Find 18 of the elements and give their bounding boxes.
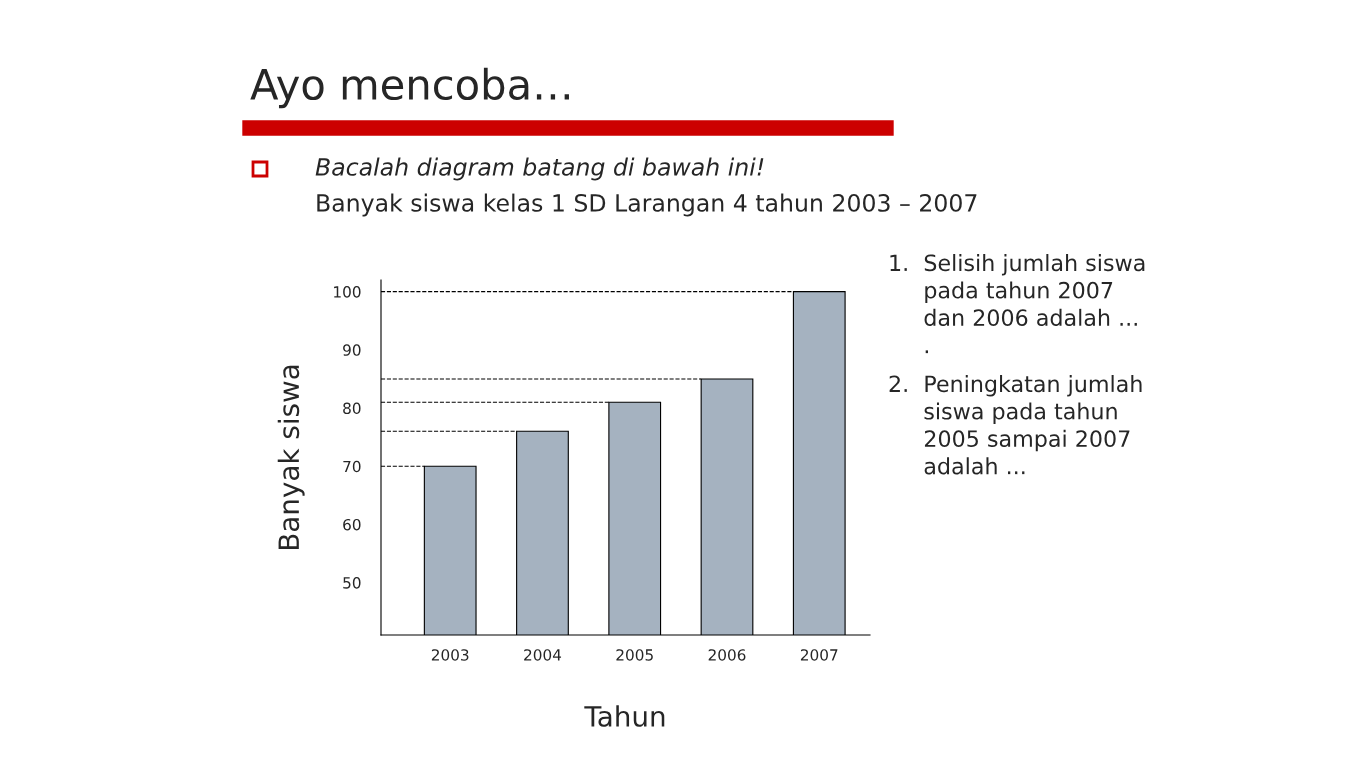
x-tick-label: 2006 [708, 649, 746, 661]
y-axis-title: Banyak siswa [277, 365, 305, 549]
chart-title: Ayo mencoba… [250, 67, 569, 109]
x-tick-label: 2004 [524, 649, 562, 661]
y-tick-label: 80 [343, 402, 361, 415]
x-tick-label: 2007 [800, 649, 838, 661]
y-tick-label: 100 [334, 286, 361, 298]
x-tick-label: 2003 [431, 649, 469, 661]
text: 2. Peningkatan jumlah siswa pada tahun 2005 sampai 2007 adalah ... [889, 375, 1142, 475]
y-tick-label: 60 [343, 518, 361, 531]
x-tick-label: 2005 [616, 649, 653, 661]
x-axis-title: Tahun [584, 705, 665, 727]
text: 1. Selisih jumlah siswa pada tahun 2007 dan 2006 adalah ... . [890, 254, 1145, 354]
y-tick-label: 50 [343, 577, 361, 589]
text: Banyak siswa kelas 1 SD Larangan 4 tahun 2003 – 2007 [317, 193, 977, 217]
y-tick-label: 90 [343, 344, 361, 356]
chart-subtitle: Bacalah diagram batang di bawah ini! [315, 157, 764, 181]
y-tick-label: 70 [343, 460, 361, 473]
